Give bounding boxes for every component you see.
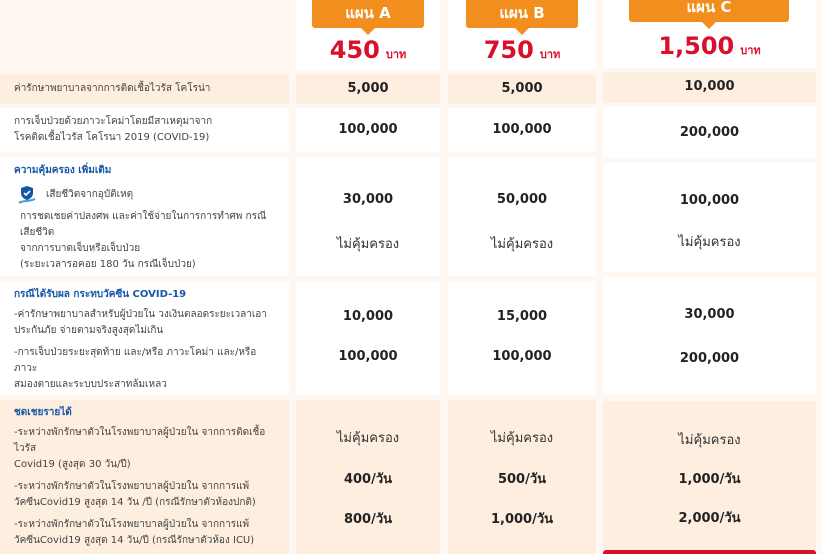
plan-a-value: 5,000: [347, 81, 389, 96]
plan-b-value: ไม่คุ้มครอง: [490, 237, 554, 252]
plan-c-tab[interactable]: แผน C: [629, 0, 789, 29]
label-line: -ระหว่างพักรักษาตัวในโรงพยาบาลผู้ป่วยใน …: [14, 519, 250, 530]
label-line: -การเจ็บป่วยระยะสุดท้าย และ/หรือ ภาวะโคม…: [14, 347, 257, 374]
plan-a-price: 450 บาท: [296, 36, 440, 64]
label-line: วัคซีนCovid19 สูงสุด 14 วัน /ปี (กรณีรัก…: [14, 497, 256, 508]
plan-c-header: แผน C 1,500 บาท: [603, 0, 816, 68]
plan-a-value: ไม่คุ้มครอง: [336, 431, 400, 446]
plan-c-value: 2,000/วัน: [678, 511, 741, 526]
plan-b-value: 1,000/วัน: [490, 512, 554, 527]
label-line: วัคซีนCovid19 สูงสุด 14 วัน/ปี (กรณีรักษ…: [14, 535, 255, 546]
label-line: โรคติดเชื้อไวรัส โคโรนา 2019 (COVID-19): [14, 132, 210, 143]
plan-a-value: 30,000: [342, 192, 394, 207]
plan-b-value: 100,000: [492, 349, 552, 364]
plan-a-value: 800/วัน: [343, 512, 393, 527]
plan-c-value: 200,000: [679, 125, 740, 140]
price-value: 450: [329, 36, 380, 64]
shield-hand-icon: [18, 186, 36, 204]
plan-c-value: 200,000: [679, 351, 740, 366]
plan-b-value: 500/วัน: [497, 472, 547, 487]
plan-b-price: 750 บาท: [448, 36, 596, 64]
plan-c-value: ไม่คุ้มครอง: [678, 433, 741, 448]
item-label: เสียชีวิตจากอุบัติเหตุ: [46, 189, 134, 200]
plan-c-select-bar[interactable]: [603, 550, 816, 554]
plan-a-value: 100,000: [338, 349, 398, 364]
plan-c-value: 30,000: [684, 307, 735, 322]
price-unit: บาท: [539, 48, 561, 61]
plan-c-value: 10,000: [684, 79, 735, 94]
row-additional-coverage-label: ความคุ้มครอง เพิ่มเติม เสียชีวิตจากอุบัต…: [0, 157, 289, 276]
label-line: ประกันภัย จ่ายตามจริงสูงสุดไม่เกิน: [14, 325, 164, 336]
plan-a-header: แผน A 450 บาท: [296, 0, 440, 70]
label-line: สมองตายและระบบประสาทล้มเหลว: [14, 379, 167, 390]
plan-c-value: 1,000/วัน: [678, 472, 741, 487]
price-value: 750: [483, 36, 534, 64]
label-line: -ระหว่างพักรักษาตัวในโรงพยาบาลผู้ป่วยใน …: [14, 481, 250, 492]
section-heading: ชดเชยรายได้: [14, 407, 72, 418]
price-value: 1,500: [658, 32, 735, 60]
label-line: -ค่ารักษาพยาบาลสำหรับผู้ป่วยใน วงเงินตลอ…: [14, 309, 267, 320]
section-heading: กรณีได้รับผล กระทบวัคซีน COVID-19: [14, 289, 187, 300]
plan-c-price: 1,500 บาท: [603, 32, 816, 60]
row-vaccine-label: กรณีได้รับผล กระทบวัคซีน COVID-19 -ค่ารั…: [0, 281, 289, 395]
plan-b-value: 50,000: [496, 192, 548, 207]
accident-death-item: เสียชีวิตจากอุบัติเหตุ: [18, 185, 275, 205]
plan-b-value: 15,000: [496, 309, 548, 324]
plan-b-header: แผน B 750 บาท: [448, 0, 596, 70]
plan-c-value: 100,000: [679, 193, 740, 208]
plan-a-value: 10,000: [342, 309, 394, 324]
section-heading: ความคุ้มครอง เพิ่มเติม: [14, 165, 112, 176]
label-line: การเจ็บป่วยด้วยภาวะโคม่าโดยมีสาเหตุมาจาก: [14, 116, 213, 127]
label-line: จากการบาดเจ็บหรือเจ็บป่วย: [20, 243, 141, 254]
plan-a-value: 400/วัน: [343, 472, 393, 487]
label-line: -ระหว่างพักรักษาตัวในโรงพยาบาลผู้ป่วยใน …: [14, 427, 266, 454]
plan-c-value: ไม่คุ้มครอง: [678, 235, 741, 250]
description: การชดเชยค่าปลงศพ และค่าใช้จ่ายในการการทำ…: [14, 209, 275, 273]
price-unit: บาท: [740, 44, 761, 57]
label-line: Covid19 (สูงสุด 30 วัน/ปี): [14, 459, 131, 470]
label-line: การชดเชยค่าปลงศพ และค่าใช้จ่ายในการการทำ…: [20, 211, 267, 238]
plan-b-value: 100,000: [492, 122, 552, 137]
plan-a-value: ไม่คุ้มครอง: [336, 237, 400, 252]
row-coma-label: การเจ็บป่วยด้วยภาวะโคม่าโดยมีสาเหตุมาจาก…: [0, 108, 289, 152]
price-unit: บาท: [385, 48, 407, 61]
plan-a-tab[interactable]: แผน A: [312, 0, 424, 35]
plan-a-value: 100,000: [338, 122, 398, 137]
plan-b-tab[interactable]: แผน B: [466, 0, 578, 35]
plan-b-value: ไม่คุ้มครอง: [490, 431, 554, 446]
label-line: (ระยะเวลารอคอย 180 วัน กรณีเจ็บป่วย): [20, 259, 196, 270]
row-covid-treatment-label: ค่ารักษาพยาบาลจากการติดเชื้อไวรัส โคโรน่…: [0, 74, 289, 104]
plan-b-value: 5,000: [501, 81, 543, 96]
row-income-compensation-label: ชดเชยรายได้ -ระหว่างพักรักษาตัวในโรงพยาบ…: [0, 400, 289, 554]
